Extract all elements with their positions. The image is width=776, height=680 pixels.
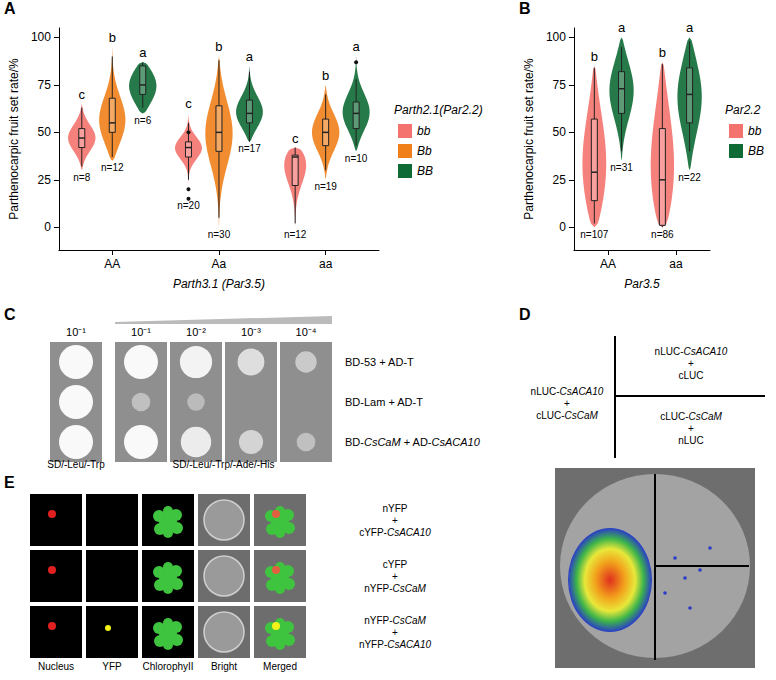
svg-text:10⁻³: 10⁻³ <box>241 326 261 338</box>
svg-text:aa: aa <box>669 257 683 271</box>
svg-text:Parth3.1 (Par3.5): Parth3.1 (Par3.5) <box>173 277 265 291</box>
html-text:E: E <box>4 474 15 491</box>
svg-text:n=107: n=107 <box>580 229 609 240</box>
svg-text:b: b <box>322 68 329 83</box>
svg-text:+: + <box>564 398 570 409</box>
svg-text:10⁻¹: 10⁻¹ <box>131 326 151 338</box>
svg-text:a: a <box>246 49 254 64</box>
svg-text:ChlorophyII: ChlorophyII <box>142 661 193 672</box>
html-text:D: D <box>519 306 531 323</box>
html-text:C: C <box>4 306 16 323</box>
svg-text:0: 0 <box>44 220 51 234</box>
svg-text:Parthenocarpic fruit set rate/: Parthenocarpic fruit set rate/% <box>7 58 21 220</box>
svg-text:BB: BB <box>748 144 764 158</box>
svg-text:nLUC: nLUC <box>678 435 704 446</box>
svg-text:Bright: Bright <box>211 661 237 672</box>
svg-text:nYFP-CsACA10: nYFP-CsACA10 <box>359 639 432 650</box>
svg-text:YFP: YFP <box>102 661 122 672</box>
svg-text:bb: bb <box>748 124 762 138</box>
svg-text:Nucleus: Nucleus <box>38 661 74 672</box>
svg-text:b: b <box>109 30 116 45</box>
svg-text:Aa: Aa <box>212 257 227 271</box>
svg-text:a: a <box>618 20 626 35</box>
svg-text:10⁻¹: 10⁻¹ <box>66 326 86 338</box>
svg-text:10⁻²: 10⁻² <box>186 326 206 338</box>
svg-text:a: a <box>353 39 361 54</box>
svg-text:cYFP-CsACA10: cYFP-CsACA10 <box>359 527 431 538</box>
svg-text:n=30: n=30 <box>208 229 231 240</box>
svg-text:+: + <box>688 423 694 434</box>
svg-text:c: c <box>79 87 86 102</box>
svg-text:b: b <box>215 39 222 54</box>
svg-text:n=86: n=86 <box>651 229 674 240</box>
svg-text:Par2.2: Par2.2 <box>725 103 761 117</box>
svg-text:Parthenocarpic fruit set rate/: Parthenocarpic fruit set rate/% <box>522 58 536 220</box>
svg-text:BD-Lam + AD-T: BD-Lam + AD-T <box>345 396 423 408</box>
svg-text:50: 50 <box>553 125 567 139</box>
html-text:B: B <box>519 0 531 17</box>
svg-text:n=17: n=17 <box>238 143 261 154</box>
svg-text:Par3.5: Par3.5 <box>624 277 660 291</box>
svg-text:cLUC: cLUC <box>678 370 703 381</box>
svg-text:25: 25 <box>38 173 52 187</box>
svg-text:n=20: n=20 <box>177 200 200 211</box>
svg-text:AA: AA <box>600 257 616 271</box>
svg-text:AA: AA <box>104 257 120 271</box>
svg-text:n=22: n=22 <box>678 172 701 183</box>
svg-text:+: + <box>392 571 398 582</box>
svg-text:Bb: Bb <box>417 144 432 158</box>
svg-text:n=19: n=19 <box>314 181 337 192</box>
svg-text:bb: bb <box>417 124 431 138</box>
svg-text:+: + <box>392 627 398 638</box>
svg-text:c: c <box>185 96 192 111</box>
svg-text:100: 100 <box>31 30 51 44</box>
svg-text:25: 25 <box>553 173 567 187</box>
svg-text:n=12: n=12 <box>101 162 124 173</box>
svg-text:75: 75 <box>38 78 52 92</box>
svg-text:b: b <box>591 49 598 64</box>
svg-text:n=6: n=6 <box>134 115 151 126</box>
svg-text:BB: BB <box>417 164 433 178</box>
svg-text:nLUC-CsACA10: nLUC-CsACA10 <box>531 386 604 397</box>
svg-text:b: b <box>659 45 666 60</box>
svg-text:a: a <box>686 20 694 35</box>
svg-text:BD-CsCaM + AD-CsACA10: BD-CsCaM + AD-CsACA10 <box>345 436 481 448</box>
svg-text:SD/-Leu/-Trp/-Ade/-His: SD/-Leu/-Trp/-Ade/-His <box>173 459 275 470</box>
svg-text:cLUC-CsCaM: cLUC-CsCaM <box>536 410 598 421</box>
svg-text:c: c <box>292 131 299 146</box>
svg-text:+: + <box>392 515 398 526</box>
svg-text:+: + <box>688 358 694 369</box>
svg-text:Parth2.1(Par2.2): Parth2.1(Par2.2) <box>394 103 483 117</box>
svg-text:a: a <box>139 45 147 60</box>
svg-text:aa: aa <box>319 257 333 271</box>
svg-text:SD/-Leu/-Trp: SD/-Leu/-Trp <box>47 459 105 470</box>
svg-text:n=12: n=12 <box>284 229 307 240</box>
svg-text:100: 100 <box>546 30 566 44</box>
svg-text:nYFP: nYFP <box>382 503 407 514</box>
html-text:A: A <box>4 0 16 17</box>
svg-text:nLUC-CsACA10: nLUC-CsACA10 <box>655 346 728 357</box>
svg-text:10⁻⁴: 10⁻⁴ <box>296 326 317 338</box>
svg-text:n=31: n=31 <box>610 162 633 173</box>
svg-text:n=8: n=8 <box>73 172 90 183</box>
svg-text:n=10: n=10 <box>345 153 368 164</box>
svg-text:cLUC-CsCaM: cLUC-CsCaM <box>660 411 722 422</box>
svg-text:Merged: Merged <box>263 661 297 672</box>
svg-text:nYFP-CsCaM: nYFP-CsCaM <box>364 583 426 594</box>
svg-text:nYFP-CsCaM: nYFP-CsCaM <box>364 615 426 626</box>
svg-text:cYFP: cYFP <box>383 559 408 570</box>
svg-text:75: 75 <box>553 78 567 92</box>
svg-text:50: 50 <box>38 125 52 139</box>
svg-text:BD-53 + AD-T: BD-53 + AD-T <box>345 356 414 368</box>
svg-text:0: 0 <box>559 220 566 234</box>
